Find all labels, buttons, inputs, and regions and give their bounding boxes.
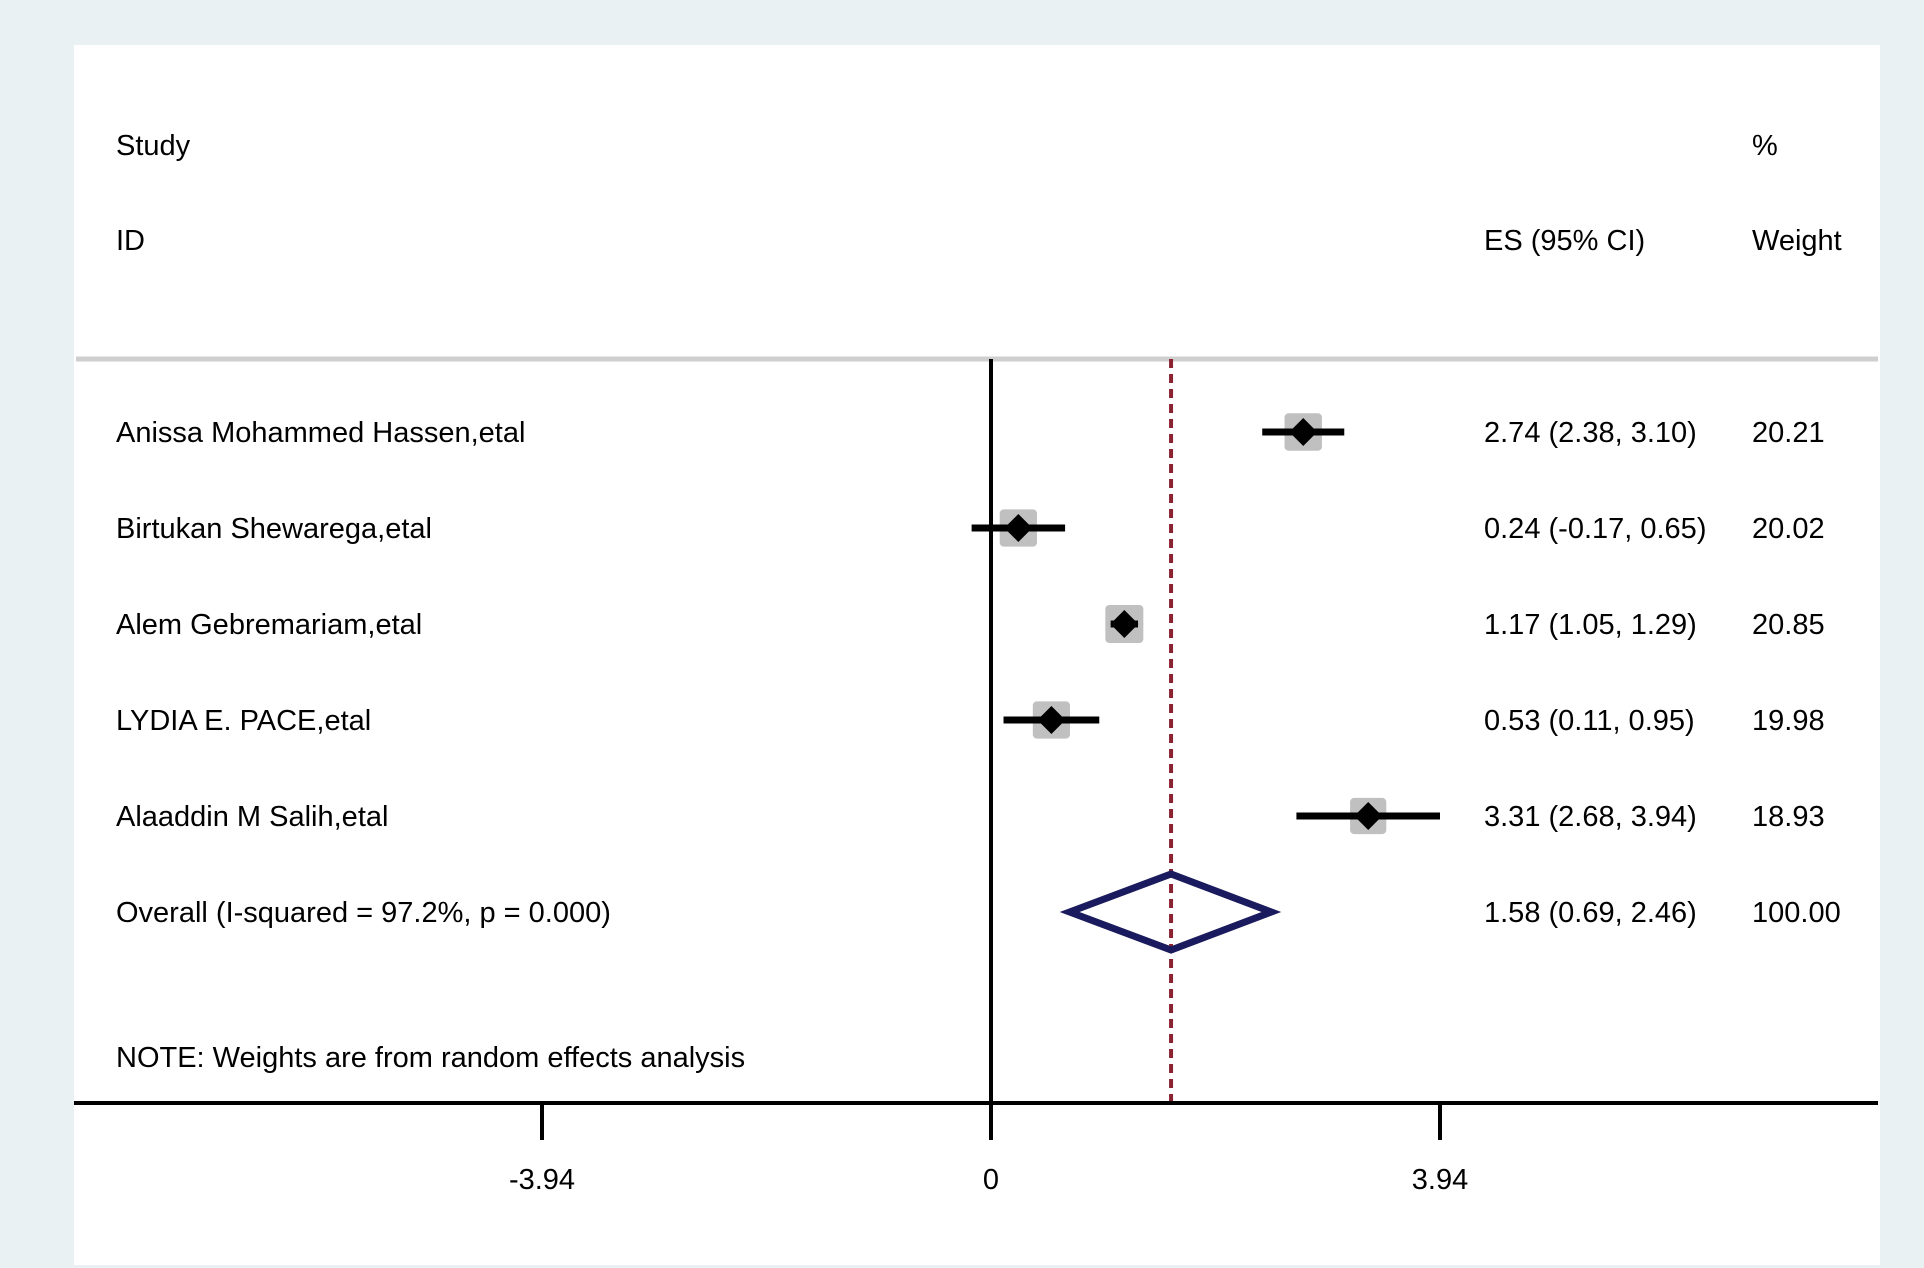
point-estimate <box>1289 418 1318 446</box>
study-row: Alem Gebremariam,etal 1.17 (1.05, 1.29) 20… <box>116 605 1825 643</box>
plot-panel <box>74 45 1880 1265</box>
weight-value: 19.98 <box>1752 705 1825 737</box>
point-estimate <box>1110 610 1139 638</box>
study-label: Birtukan Shewarega,etal <box>116 513 432 545</box>
overall-weight-value: 100.00 <box>1752 897 1841 929</box>
study-header-2: ID <box>116 225 145 257</box>
study-row: Birtukan Shewarega,etal 0.24 (-0.17, 0.65… <box>116 509 1825 547</box>
study-label: Alaaddin M Salih,etal <box>116 801 388 833</box>
es-ci-value: 3.31 (2.68, 3.94) <box>1484 801 1697 833</box>
weight-value: 18.93 <box>1752 801 1825 833</box>
weight-header-2: Weight <box>1752 225 1842 257</box>
study-row: LYDIA E. PACE,etal 0.53 (0.11, 0.95) 19.98 <box>116 701 1825 739</box>
overall-row: Overall (I-squared = 97.2%, p = 0.000) 1.… <box>116 870 1841 954</box>
es-ci-value: 2.74 (2.38, 3.10) <box>1484 417 1697 449</box>
study-row: Alaaddin M Salih,etal 3.31 (2.68, 3.94) 18… <box>116 797 1825 835</box>
point-estimate <box>1354 802 1383 830</box>
forest-marks: Anissa Mohammed Hassen,etal 2.74 (2.38, 3… <box>116 359 1841 1103</box>
x-axis-ticks: -3.94 0 3.94 <box>509 1103 1468 1196</box>
overall-diamond <box>1059 870 1282 954</box>
study-label: LYDIA E. PACE,etal <box>116 705 371 737</box>
x-tick-label: -3.94 <box>509 1164 575 1196</box>
weight-value: 20.21 <box>1752 417 1825 449</box>
es-header: ES (95% CI) <box>1484 225 1645 257</box>
x-tick-label: 0 <box>983 1164 999 1196</box>
study-header-1: Study <box>116 130 191 162</box>
es-ci-value: 1.17 (1.05, 1.29) <box>1484 609 1697 641</box>
study-row: Anissa Mohammed Hassen,etal 2.74 (2.38, 3… <box>116 413 1825 451</box>
overall-es-ci-value: 1.58 (0.69, 2.46) <box>1484 897 1697 929</box>
point-estimate <box>1037 706 1066 734</box>
weight-value: 20.02 <box>1752 513 1825 545</box>
es-ci-value: 0.24 (-0.17, 0.65) <box>1484 513 1706 545</box>
weight-header-1: % <box>1752 130 1778 162</box>
x-tick-label: 3.94 <box>1412 1164 1468 1196</box>
weight-value: 20.85 <box>1752 609 1825 641</box>
es-ci-value: 0.53 (0.11, 0.95) <box>1484 705 1695 737</box>
study-label: Anissa Mohammed Hassen,etal <box>116 417 525 449</box>
note-text: NOTE: Weights are from random effects an… <box>116 1042 745 1074</box>
point-estimate <box>1004 514 1033 542</box>
study-label: Alem Gebremariam,etal <box>116 609 422 641</box>
overall-label: Overall (I-squared = 97.2%, p = 0.000) <box>116 897 611 929</box>
